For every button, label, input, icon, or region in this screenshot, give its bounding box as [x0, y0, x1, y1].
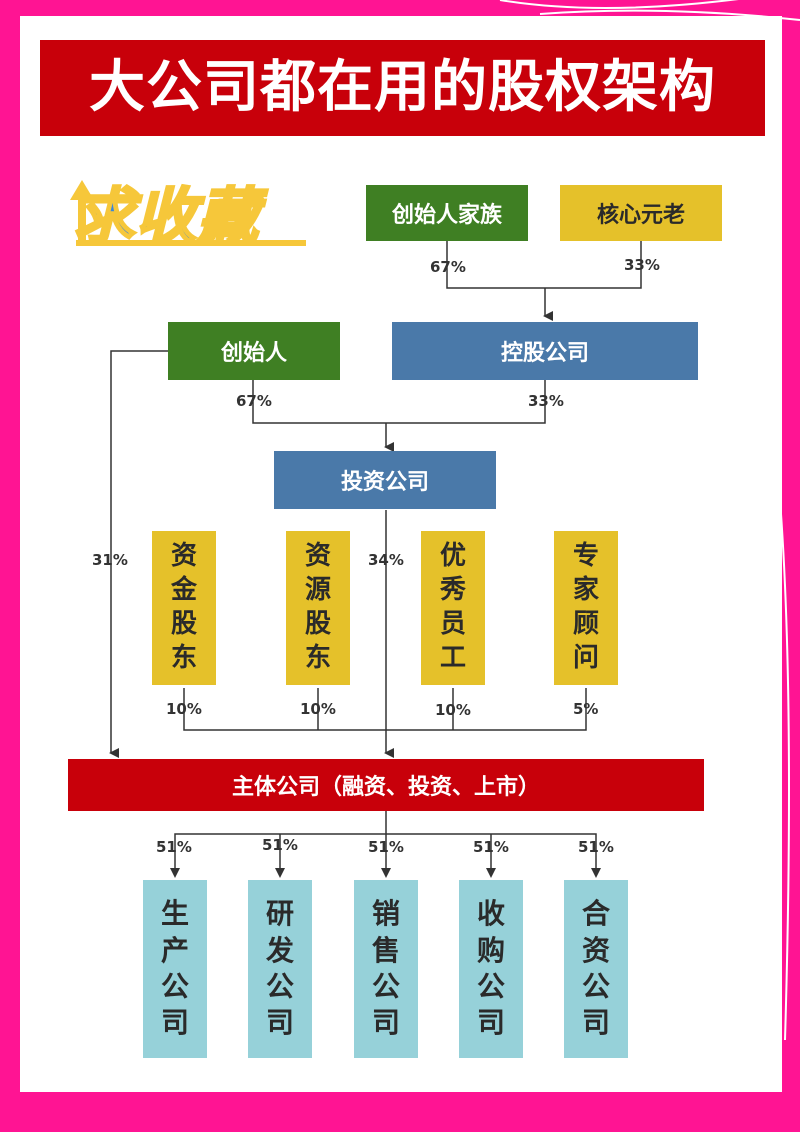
founder-family-box: 创始人家族 — [366, 185, 528, 241]
production-company-char: 产 — [160, 933, 189, 967]
expert-advisors-char: 家 — [572, 575, 599, 606]
acquisition-company-char: 收 — [476, 897, 505, 931]
holding-to-investment-pct: 33% — [528, 392, 564, 410]
favorite-badge: 求收藏 — [73, 181, 260, 254]
production-company-char: 生 — [160, 897, 189, 931]
sales-company-char: 售 — [371, 933, 400, 967]
sales-company-box: 销 售 公 司 — [354, 880, 418, 1058]
acquisition-company-char: 购 — [476, 933, 505, 967]
joint-venture-company-char: 合 — [581, 897, 610, 931]
subsidiary-pct: 51% — [473, 838, 509, 856]
family-to-holding-pct: 67% — [430, 258, 466, 276]
excellent-employees-char: 优 — [439, 541, 466, 572]
production-company-char: 司 — [160, 1006, 189, 1040]
excellent-employees-char: 员 — [439, 609, 466, 639]
holding-company-box: 控股公司 — [392, 322, 698, 380]
acquisition-company-char: 公 — [476, 970, 505, 1003]
sales-company-char: 公 — [371, 970, 400, 1003]
founder-to-investment-pct: 67% — [236, 392, 272, 410]
excellent-employees-char: 秀 — [439, 575, 466, 606]
joint-venture-company-char: 司 — [581, 1006, 610, 1040]
expert-advisors-char: 问 — [572, 642, 599, 673]
capital-shareholders-box: 资 金 股 东 — [152, 531, 216, 685]
capital-shareholders-char: 股 — [170, 609, 197, 639]
capital-shareholders-char: 金 — [170, 575, 197, 606]
resource-shareholders-char: 东 — [304, 642, 331, 673]
subsidiary-pct: 51% — [262, 836, 298, 854]
capital-to-main-pct: 10% — [166, 700, 202, 718]
expert-advisors-box: 专 家 顾 问 — [554, 531, 618, 685]
veterans-to-holding-pct: 33% — [624, 256, 660, 274]
expert-advisors-char: 专 — [572, 541, 599, 572]
main-company-box: 主体公司（融资、投资、上市） — [68, 759, 704, 811]
core-veterans-box: 核心元老 — [560, 185, 722, 241]
acquisition-company-box: 收 购 公 司 — [459, 880, 523, 1058]
rd-company-char: 研 — [265, 897, 294, 931]
excellent-employees-char: 工 — [439, 642, 466, 673]
production-company-box: 生 产 公 司 — [143, 880, 207, 1058]
sales-company-char: 销 — [371, 897, 400, 931]
employees-to-main-pct: 10% — [435, 701, 471, 719]
resource-to-main-pct: 10% — [300, 700, 336, 718]
advisors-to-main-pct: 5% — [573, 700, 599, 718]
investment-to-main-pct: 34% — [368, 551, 404, 569]
page-title: 大公司都在用的股权架构 — [40, 40, 765, 136]
subsidiary-pct: 51% — [368, 838, 404, 856]
subsidiary-pct: 51% — [156, 838, 192, 856]
production-company-char: 公 — [160, 970, 189, 1003]
capital-shareholders-char: 东 — [170, 642, 197, 673]
upload-arrow-icon — [70, 180, 306, 246]
capital-shareholders-char: 资 — [170, 541, 197, 572]
joint-venture-company-char: 公 — [581, 970, 610, 1003]
expert-advisors-char: 顾 — [572, 609, 599, 639]
rd-company-char: 公 — [265, 970, 294, 1003]
resource-shareholders-char: 股 — [304, 609, 331, 639]
excellent-employees-box: 优 秀 员 工 — [421, 531, 485, 685]
joint-venture-company-box: 合 资 公 司 — [564, 880, 628, 1058]
rd-company-box: 研 发 公 司 — [248, 880, 312, 1058]
founder-box: 创始人 — [168, 322, 340, 380]
resource-shareholders-char: 资 — [304, 541, 331, 572]
subsidiary-pct: 51% — [578, 838, 614, 856]
resource-shareholders-char: 源 — [304, 575, 331, 606]
sales-company-char: 司 — [371, 1006, 400, 1040]
resource-shareholders-box: 资 源 股 东 — [286, 531, 350, 685]
rd-company-char: 发 — [265, 933, 294, 967]
founder-to-main-pct: 31% — [92, 551, 128, 569]
joint-venture-company-char: 资 — [581, 933, 610, 967]
investment-company-box: 投资公司 — [274, 451, 496, 509]
acquisition-company-char: 司 — [476, 1006, 505, 1040]
rd-company-char: 司 — [265, 1006, 294, 1040]
